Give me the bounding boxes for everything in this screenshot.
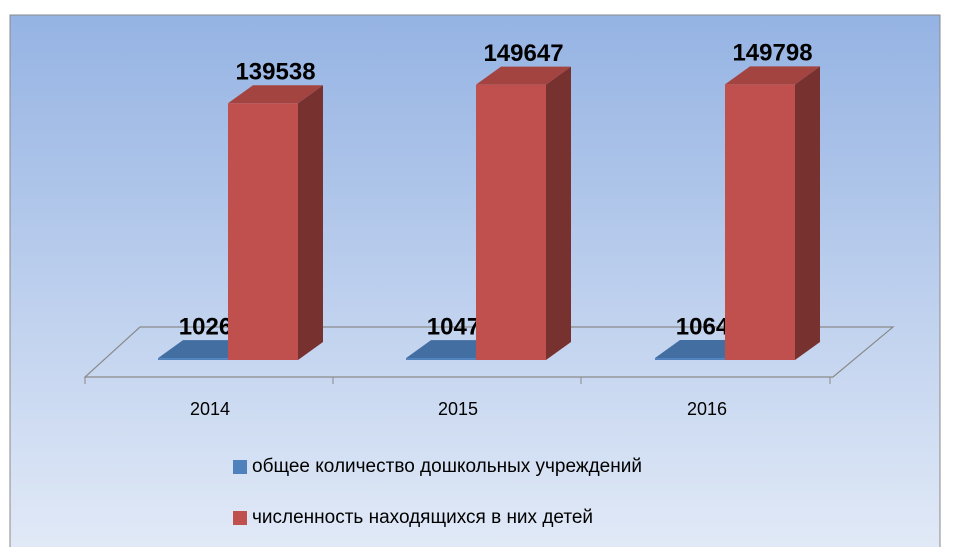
data-label: 149798 xyxy=(732,40,812,67)
bar-front xyxy=(655,358,725,360)
bar-front xyxy=(725,84,795,361)
x-tick-label: 2015 xyxy=(438,399,478,419)
legend-swatch xyxy=(233,511,247,525)
floor xyxy=(83,326,895,378)
data-label: 1064 xyxy=(676,313,730,340)
bar xyxy=(228,85,323,361)
bar-front xyxy=(406,358,476,360)
legend-label: численность находящихся в них детей xyxy=(252,507,593,528)
data-label: 139538 xyxy=(235,59,315,86)
bar-top xyxy=(725,66,820,85)
x-tick-label: 2016 xyxy=(687,399,727,419)
bar-top xyxy=(476,66,571,85)
bar xyxy=(725,66,820,361)
bar-front xyxy=(228,103,298,361)
data-label: 149647 xyxy=(483,40,563,67)
bar xyxy=(476,66,571,360)
bar-front xyxy=(476,84,546,360)
bar-side xyxy=(795,66,820,361)
x-tick-label: 2014 xyxy=(190,399,230,419)
bar-side xyxy=(298,85,323,361)
data-label: 1047 xyxy=(427,313,480,340)
bar-top xyxy=(228,85,323,104)
legend-label: общее количество дошкольных учреждений xyxy=(252,456,642,477)
bar-front xyxy=(158,358,228,360)
data-label: 1026 xyxy=(179,313,232,340)
legend-swatch xyxy=(233,460,247,474)
bar-side xyxy=(546,66,571,360)
